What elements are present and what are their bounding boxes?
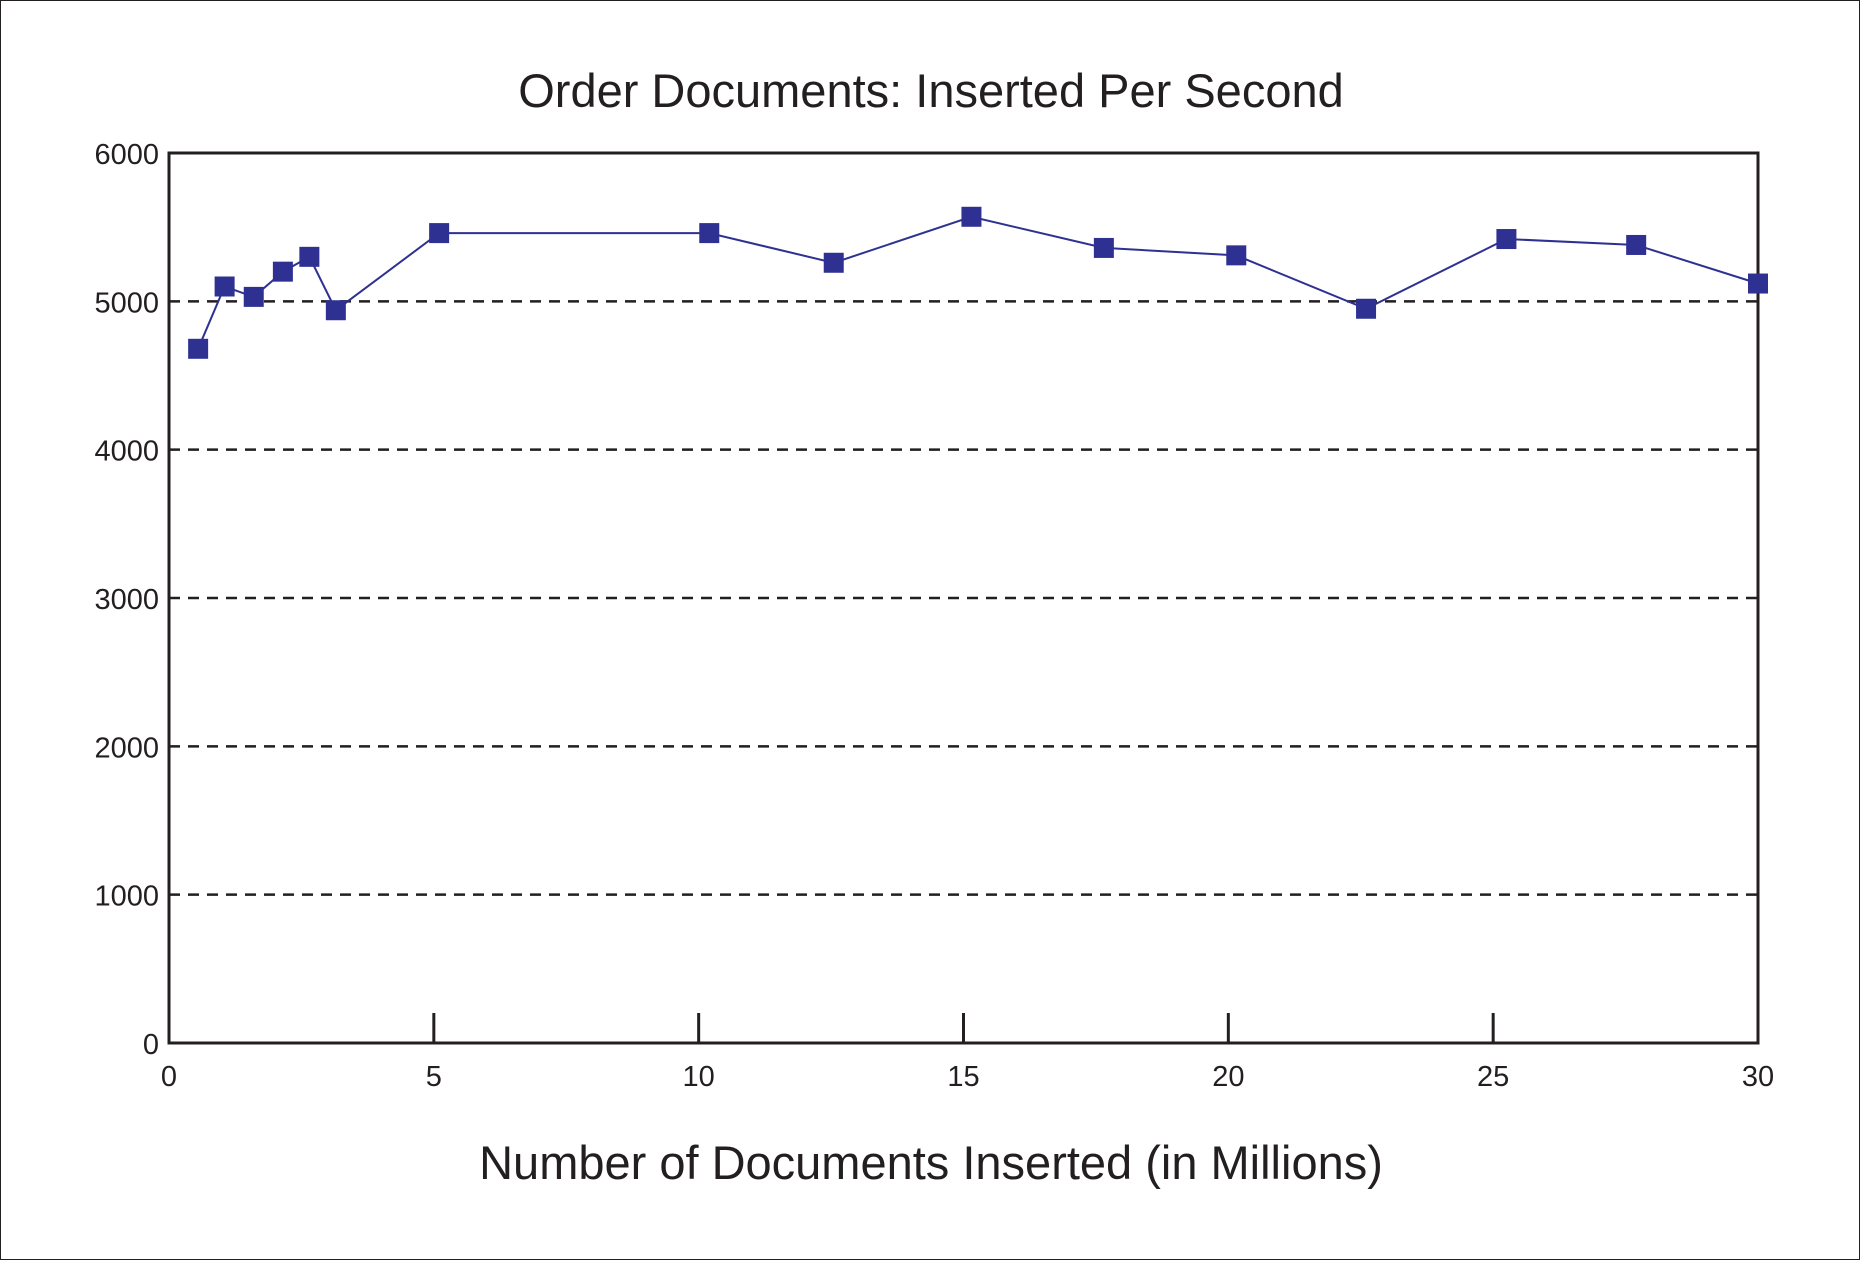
x-tick-label-30: 30 [1742,1061,1774,1093]
y-tick-label-2000: 2000 [94,732,159,764]
data-point-3 [272,261,293,282]
data-point-7 [699,223,720,244]
data-point-6 [429,223,450,244]
data-point-11 [1226,245,1247,266]
data-point-13 [1496,229,1517,250]
data-point-14 [1626,234,1647,255]
y-tick-label-1000: 1000 [94,881,159,913]
y-tick-label-4000: 4000 [94,436,159,468]
y-tick-label-0: 0 [143,1029,159,1061]
y-tick-label-5000: 5000 [94,287,159,319]
chart-title: Order Documents: Inserted Per Second [518,64,1344,117]
tick-labels: 0 1000 2000 3000 4000 5000 6000 0 5 10 15 20 25 30 [94,139,1774,1093]
y-tick-label-3000: 3000 [94,584,159,616]
y-tick-label-6000: 6000 [94,139,159,171]
data-point-15 [1748,273,1768,294]
data-point-5 [325,300,346,321]
x-tick-label-15: 15 [947,1061,979,1093]
data-point-10 [1093,237,1114,258]
data-point-1 [214,276,235,297]
data-point-0 [188,338,209,359]
data-point-4 [299,246,320,267]
data-point-12 [1356,298,1377,319]
x-tick-label-25: 25 [1477,1061,1509,1093]
x-tick-label-0: 0 [161,1061,177,1093]
gridlines [169,300,1758,896]
data-point-9 [961,206,982,227]
series-line-0 [197,215,1759,350]
x-axis-title: Number of Documents Inserted (in Million… [479,1136,1383,1189]
axes [167,151,1760,1045]
data-point-8 [823,252,844,273]
x-tick-label-10: 10 [683,1061,715,1093]
x-tick-label-20: 20 [1212,1061,1244,1093]
data-series [188,206,1768,359]
x-tick-label-5: 5 [426,1061,442,1093]
data-point-2 [243,286,264,307]
